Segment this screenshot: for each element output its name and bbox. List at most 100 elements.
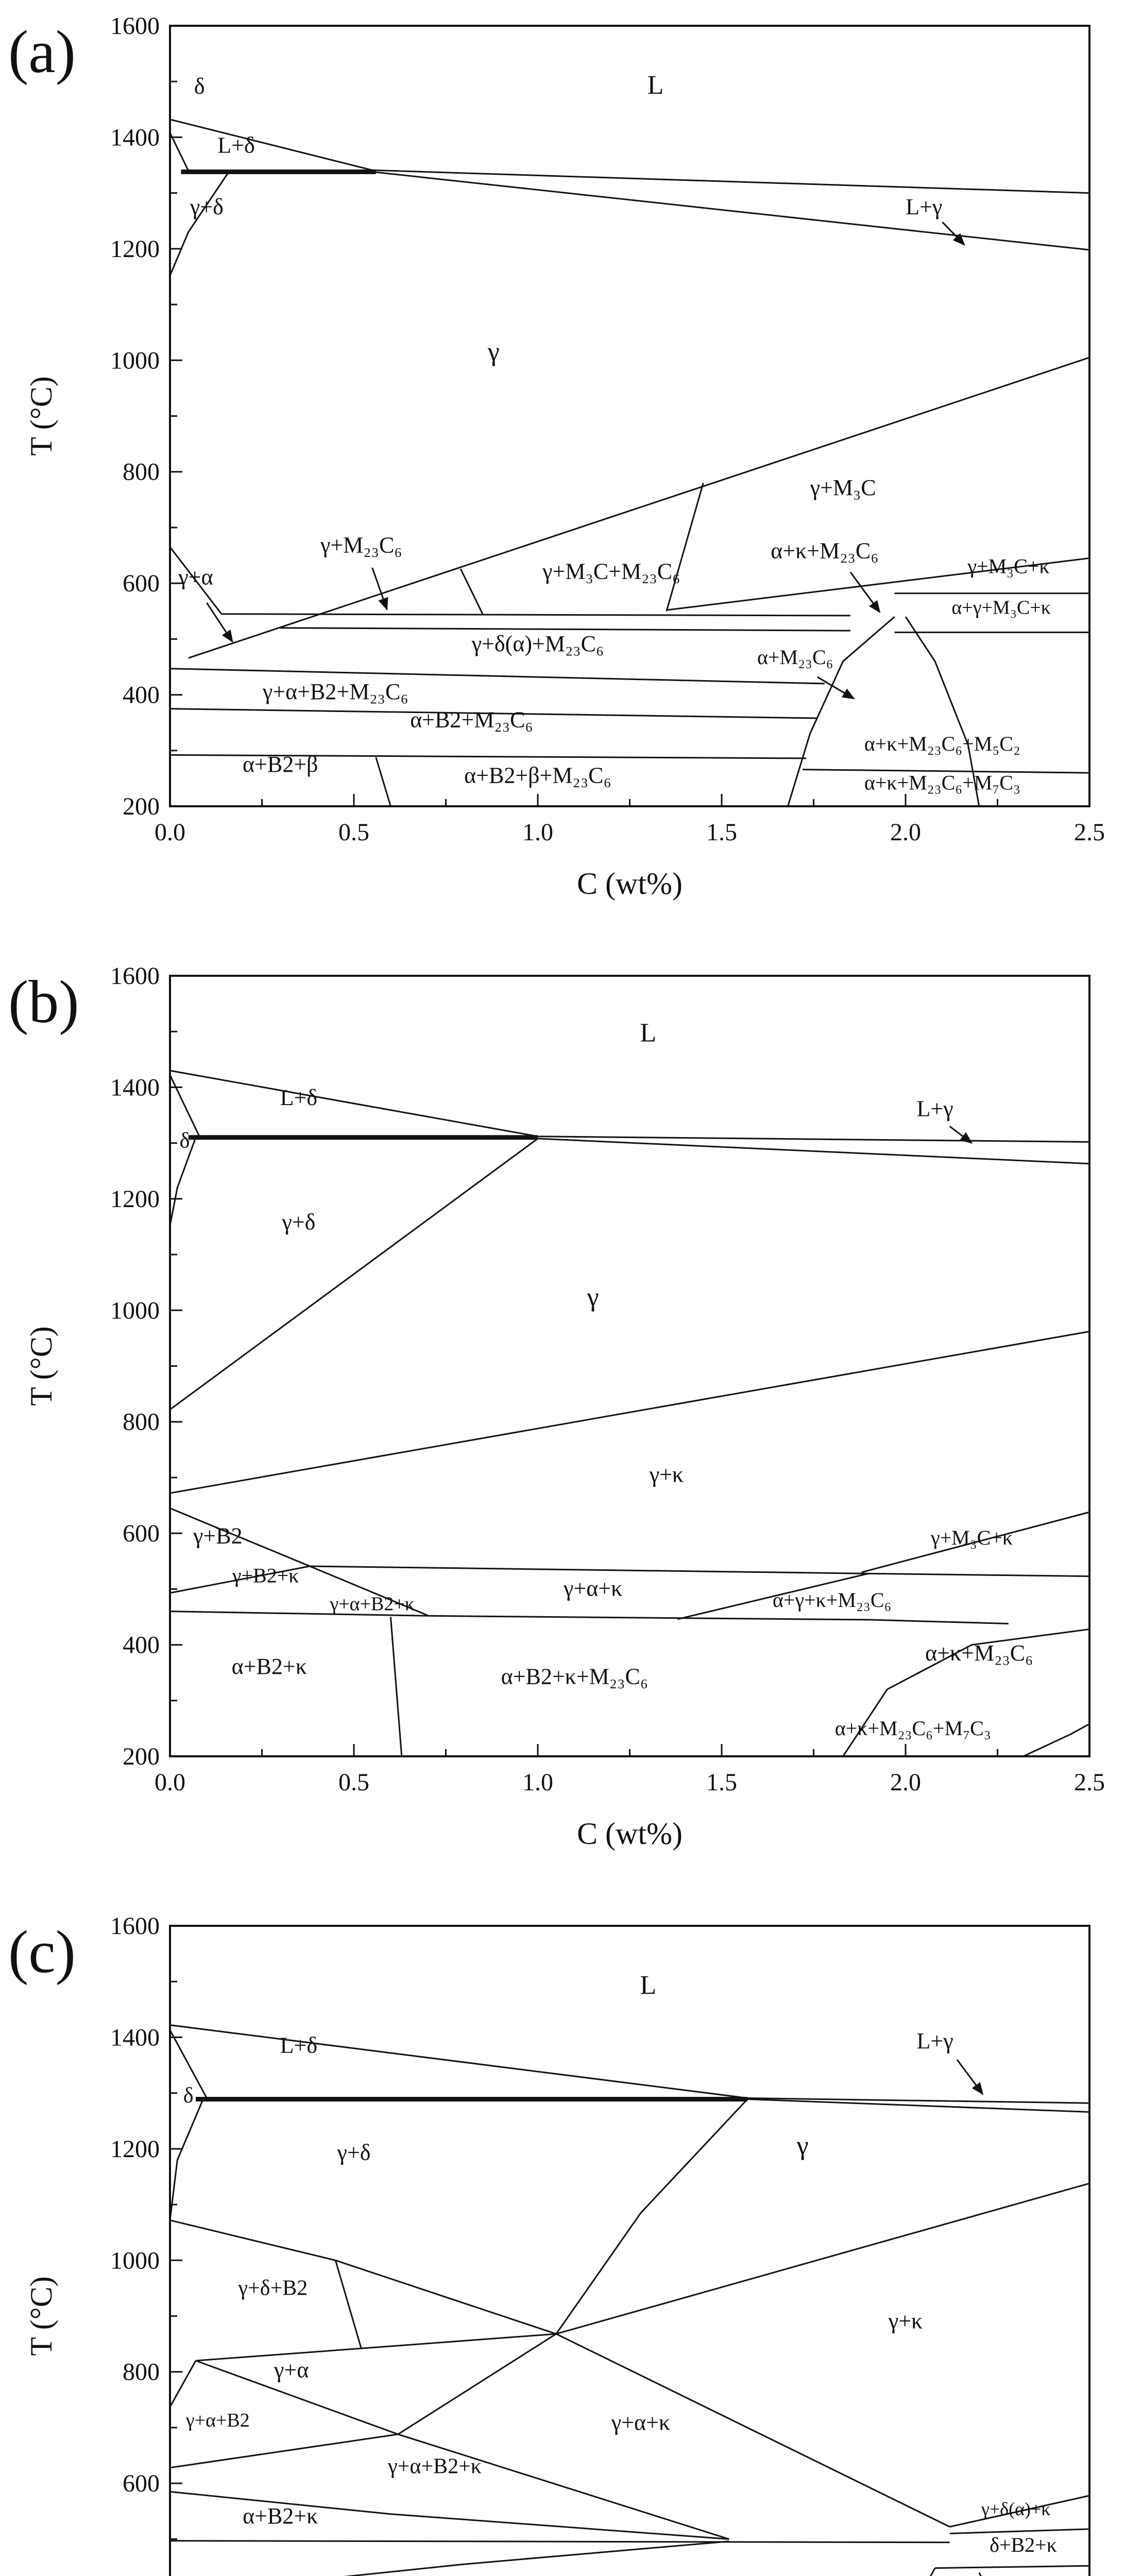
- y-tick-label: 1000: [110, 2247, 160, 2274]
- phase-diagram-a: 0.0 0.5 1.0 1.5 2.0 2.5 200 400 600 800 1000 1200 14…: [8, 12, 1105, 901]
- phase-boundary: [169, 1611, 1009, 1624]
- x-tick-label: 0.5: [338, 1769, 369, 1796]
- y-axis-title: T (°C): [24, 1326, 58, 1406]
- region-label: α+γ+κ+M₂₃C₆: [773, 1588, 892, 1612]
- region-label: γ+κ: [888, 2308, 923, 2333]
- y-tick-label: 1400: [110, 1074, 160, 1101]
- phase-boundary: [861, 1572, 1090, 1577]
- y-tick-label: 200: [123, 1743, 160, 1770]
- region-label: γ: [487, 337, 500, 366]
- phase-boundary: [188, 357, 1090, 659]
- phase-boundary: [169, 1137, 197, 1226]
- annotation-arrow: [206, 602, 233, 643]
- region-label: γ+δ(α)+M₂₃C₆: [471, 631, 604, 656]
- region-label: γ+κ: [649, 1462, 684, 1487]
- phase-boundary: [949, 2495, 1090, 2528]
- region-label: γ+M₂₃C₆: [320, 533, 402, 558]
- y-axis-title: T (°C): [24, 2276, 58, 2356]
- y-tick-label: 1000: [110, 1297, 160, 1324]
- y-tick-label: 1200: [110, 235, 160, 263]
- y-tick-label: 600: [123, 1520, 160, 1547]
- phase-boundary: [169, 1565, 310, 1594]
- phase-boundary: [169, 1138, 538, 1411]
- region-label: γ: [796, 2131, 809, 2161]
- phase-boundary: [747, 2098, 1090, 2113]
- phase-boundary: [169, 668, 825, 685]
- phase-boundary: [169, 1330, 1090, 1494]
- phase-boundary: [169, 1507, 310, 1567]
- x-tick-label: 2.5: [1074, 1769, 1105, 1796]
- region-label: L: [647, 71, 664, 100]
- phase-boundary: [169, 708, 817, 719]
- region-label: L+γ: [906, 194, 942, 219]
- phase-diagram-c: 0.00.51.01.52.02.52004006008001000120014…: [8, 1912, 1090, 2576]
- region-label: γ+α: [178, 564, 213, 589]
- phase-boundary: [372, 171, 1090, 251]
- y-tick-label: 1600: [110, 12, 160, 40]
- y-tick-label: 1400: [110, 2024, 160, 2051]
- y-tick-label: 800: [123, 2359, 160, 2386]
- region-label: α+B2+κ+M₂₃C₆: [501, 1664, 649, 1689]
- phase-boundary: [803, 769, 1090, 774]
- annotation-arrow: [956, 2059, 984, 2095]
- phase-boundary: [677, 1572, 869, 1620]
- region-label: γ+α+κ: [563, 1575, 622, 1601]
- phase-boundary: [397, 2333, 557, 2435]
- region-label: γ+α+B2+κ: [329, 1593, 415, 1615]
- phase-boundary: [169, 1074, 200, 1137]
- phase-boundary: [310, 1565, 862, 1574]
- region-label: γ+δ(α)+κ: [981, 2499, 1050, 2519]
- panel-letter: (c): [8, 1918, 76, 1986]
- y-tick-label: 800: [123, 1409, 160, 1436]
- x-axis-title: C (wt%): [577, 1817, 683, 1851]
- phase-boundary: [375, 757, 391, 807]
- annotation-arrow: [949, 1125, 973, 1144]
- phase-boundary: [169, 2219, 557, 2335]
- region-label: α+B2+β+M₂₃C₆: [464, 763, 611, 788]
- region-label: α+B2+κ: [243, 2503, 318, 2529]
- phase-boundary: [195, 2333, 556, 2362]
- annotation-arrow: [942, 221, 965, 246]
- region-label: L+δ: [217, 133, 254, 158]
- region-label: γ+α: [274, 2358, 309, 2383]
- phase-boundary: [169, 2098, 204, 2221]
- x-tick-label: 1.5: [706, 1769, 737, 1796]
- region-label: α+κ+M₂₃C₆: [925, 1640, 1033, 1666]
- y-tick-label: 1200: [110, 1185, 160, 1213]
- region-label: α+M₂₃C₆: [757, 646, 833, 669]
- region-label: γ+α+B2: [185, 2410, 250, 2431]
- region-label: α+B2+M₂₃C₆: [410, 707, 533, 732]
- region-label: δ: [180, 1129, 190, 1153]
- panel-b: 0.0 0.5 1.0 1.5 2.0 2.5 200 400 600 800 1000 1200 14…: [0, 950, 1142, 1900]
- region-label: γ+M₃C+κ: [967, 555, 1049, 578]
- y-tick-label: 1600: [110, 1912, 160, 1940]
- phase-boundary: [169, 118, 1090, 194]
- region-label: δ+B2+κ: [990, 2533, 1057, 2556]
- phase-boundary: [398, 2433, 729, 2540]
- phase-boundary: [556, 2333, 950, 2528]
- phase-boundary: [861, 1511, 1090, 1573]
- region-label: γ+δ+B2: [238, 2276, 308, 2300]
- region-label: γ+B2+κ: [232, 1564, 299, 1587]
- region-label: L+δ: [280, 1085, 317, 1110]
- region-label: γ+δ: [281, 1209, 315, 1234]
- phase-diagram-b: 0.0 0.5 1.0 1.5 2.0 2.5 200 400 600 800 1000 1200 14…: [8, 962, 1105, 1851]
- region-label: α+κ+M₂₃C₆: [771, 538, 878, 563]
- region-label: α+B2+κ: [232, 1654, 307, 1679]
- plot-frame: [169, 1925, 1090, 2576]
- phase-boundary: [666, 482, 704, 612]
- phase-boundary: [459, 568, 484, 615]
- phase-boundary: [169, 546, 223, 615]
- annotation-arrow: [849, 571, 881, 614]
- y-tick-label: 1600: [110, 962, 160, 990]
- phase-boundary: [169, 754, 807, 759]
- panel-letter: (b): [8, 968, 79, 1036]
- y-tick-label: 800: [123, 459, 160, 486]
- x-axis-title: C (wt%): [577, 867, 683, 901]
- x-tick-label: 1.5: [706, 819, 737, 846]
- region-label: γ+M₃C+M₂₃C₆: [542, 558, 680, 584]
- phase-boundary: [169, 2490, 729, 2540]
- y-tick-label: 600: [123, 570, 160, 597]
- x-tick-label: 0.0: [155, 819, 185, 846]
